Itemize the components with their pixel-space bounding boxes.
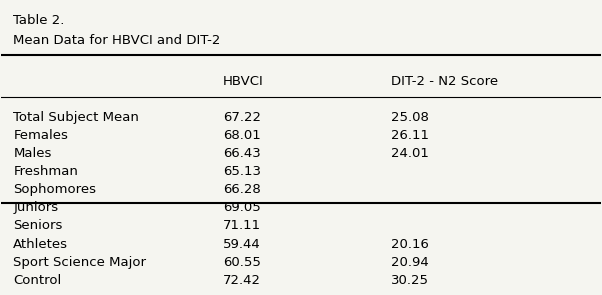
Text: 59.44: 59.44	[223, 237, 261, 250]
Text: DIT-2 - N2 Score: DIT-2 - N2 Score	[391, 75, 498, 88]
Text: Total Subject Mean: Total Subject Mean	[13, 111, 139, 124]
Text: Athletes: Athletes	[13, 237, 69, 250]
Text: 72.42: 72.42	[223, 274, 261, 287]
Text: Sophomores: Sophomores	[13, 183, 96, 196]
Text: Seniors: Seniors	[13, 219, 63, 232]
Text: 66.43: 66.43	[223, 147, 261, 160]
Text: Freshman: Freshman	[13, 165, 78, 178]
Text: Males: Males	[13, 147, 52, 160]
Text: 20.16: 20.16	[391, 237, 429, 250]
Text: 67.22: 67.22	[223, 111, 261, 124]
Text: 65.13: 65.13	[223, 165, 261, 178]
Text: 24.01: 24.01	[391, 147, 429, 160]
Text: Females: Females	[13, 129, 68, 142]
Text: 26.11: 26.11	[391, 129, 429, 142]
Text: Sport Science Major: Sport Science Major	[13, 256, 146, 269]
Text: 68.01: 68.01	[223, 129, 261, 142]
Text: 66.28: 66.28	[223, 183, 261, 196]
Text: Juniors: Juniors	[13, 201, 58, 214]
Text: 71.11: 71.11	[223, 219, 261, 232]
Text: 30.25: 30.25	[391, 274, 429, 287]
Text: HBVCI: HBVCI	[223, 75, 264, 88]
Text: 20.94: 20.94	[391, 256, 429, 269]
Text: 60.55: 60.55	[223, 256, 261, 269]
Text: 25.08: 25.08	[391, 111, 429, 124]
Text: Control: Control	[13, 274, 61, 287]
Text: Table 2.: Table 2.	[13, 14, 65, 27]
Text: Mean Data for HBVCI and DIT-2: Mean Data for HBVCI and DIT-2	[13, 34, 221, 47]
Text: 69.05: 69.05	[223, 201, 261, 214]
